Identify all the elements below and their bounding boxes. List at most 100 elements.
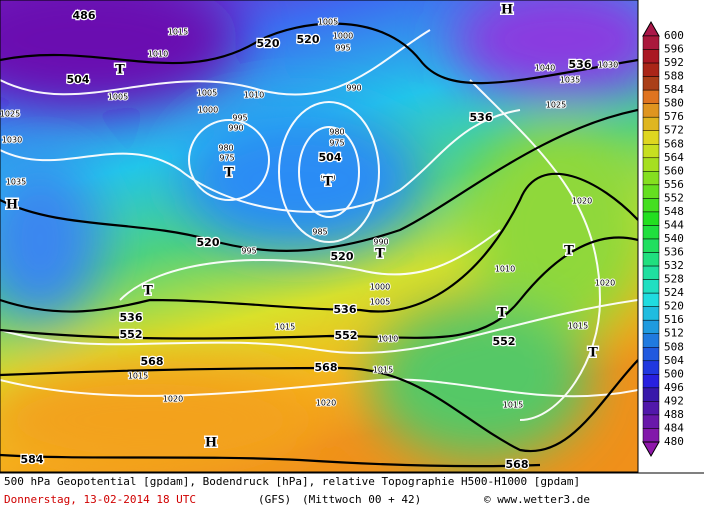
- pressure-isobar-label: 995: [241, 247, 256, 256]
- pressure-isobar-label: 1020: [572, 197, 592, 206]
- legend-label: 556: [664, 178, 684, 191]
- legend-label: 520: [664, 300, 684, 313]
- legend-swatch: [642, 89, 660, 104]
- legend-swatch: [642, 130, 660, 145]
- legend-label: 516: [664, 313, 684, 326]
- pressure-center-symbol: H: [6, 198, 18, 213]
- pressure-isobar-label: 975: [329, 139, 344, 148]
- legend-label: 524: [664, 286, 684, 299]
- legend-label: 596: [664, 43, 684, 56]
- pressure-isobar-label: 1020: [316, 399, 336, 408]
- height-contour-label: 520: [297, 33, 320, 46]
- legend-label: 600: [664, 29, 684, 42]
- legend-label: 512: [664, 327, 684, 340]
- pressure-isobar-label: 980: [218, 144, 233, 153]
- legend-swatch: [642, 49, 660, 64]
- legend-label: 572: [664, 124, 684, 137]
- legend-label: 536: [664, 246, 684, 259]
- pressure-isobar-label: 990: [228, 124, 243, 133]
- height-contour-label: 520: [257, 37, 280, 50]
- pressure-isobar-label: 980: [329, 128, 344, 137]
- legend-swatch: [642, 211, 660, 226]
- legend-swatch: [642, 319, 660, 334]
- pressure-center-symbol: T: [224, 166, 234, 181]
- pressure-center-symbol: H: [205, 436, 217, 451]
- legend-label: 588: [664, 70, 684, 83]
- height-contour-label: 584: [21, 453, 44, 466]
- pressure-isobar-label: 1005: [370, 298, 390, 307]
- height-contour-label: 536: [334, 303, 357, 316]
- pressure-center-symbol: T: [497, 306, 507, 321]
- height-contour-label: 486: [73, 9, 96, 22]
- legend-swatch: [642, 35, 660, 50]
- legend-label: 568: [664, 137, 684, 150]
- legend-swatch: [642, 171, 660, 186]
- pressure-center-symbol: H: [501, 3, 513, 18]
- pressure-center-symbol: T: [588, 346, 598, 361]
- pressure-center-symbol: T: [323, 175, 333, 190]
- pressure-isobar-label: 1040: [535, 64, 555, 73]
- pressure-isobar-label: 1010: [148, 50, 168, 59]
- legend-label: 488: [664, 408, 684, 421]
- footer-copyright: © www.wetter3.de: [484, 493, 590, 506]
- legend-arrow-top: [642, 20, 660, 37]
- height-contour-label: 536: [470, 111, 493, 124]
- pressure-isobar-label: 990: [373, 238, 388, 247]
- pressure-isobar-label: 995: [335, 44, 350, 53]
- legend-label: 528: [664, 273, 684, 286]
- legend-label: 560: [664, 164, 684, 177]
- pressure-isobar-label: 1010: [495, 265, 515, 274]
- legend-swatch: [642, 252, 660, 267]
- height-contour-label: 568: [506, 458, 529, 471]
- height-contour-label: 552: [493, 335, 516, 348]
- legend-label: 564: [664, 151, 684, 164]
- pressure-isobar-label: 1000: [333, 32, 353, 41]
- legend-label: 584: [664, 83, 684, 96]
- legend-swatch: [642, 306, 660, 321]
- pressure-isobar-label: 1035: [560, 76, 580, 85]
- footer-date: Donnerstag, 13-02-2014 18 UTC: [4, 493, 196, 506]
- pressure-center-symbol: T: [115, 63, 125, 78]
- legend-swatch: [642, 184, 660, 199]
- pressure-isobar-label: 1000: [370, 283, 390, 292]
- pressure-isobar-label: 990: [346, 84, 361, 93]
- pressure-isobar-label: 1010: [244, 91, 264, 100]
- pressure-isobar-label: 1030: [598, 61, 618, 70]
- legend-label: 496: [664, 381, 684, 394]
- legend-swatch: [642, 428, 660, 443]
- height-contour-label: 536: [569, 58, 592, 71]
- pressure-isobar-label: 1015: [128, 372, 148, 381]
- map-area: 486 504 520 520 536 536 504 520 520 536 552 536 552 5…: [0, 0, 638, 472]
- legend-swatch: [642, 374, 660, 389]
- pressure-isobar-label: 1015: [168, 28, 188, 37]
- legend-swatch: [642, 292, 660, 307]
- legend-swatch: [642, 76, 660, 91]
- legend-swatch: [642, 401, 660, 416]
- legend-swatch: [642, 116, 660, 131]
- pressure-isobar-label: 1005: [318, 18, 338, 27]
- legend-swatch: [642, 238, 660, 253]
- pressure-isobar-label: 1000: [198, 106, 218, 115]
- legend-label: 484: [664, 421, 684, 434]
- legend-label: 504: [664, 354, 684, 367]
- height-contour-label: 520: [197, 236, 220, 249]
- pressure-isobar-label: 1015: [503, 401, 523, 410]
- pressure-isobar-label: 1025: [0, 110, 20, 119]
- footer-description: 500 hPa Geopotential [gpdam], Bodendruck…: [4, 475, 580, 488]
- pressure-isobar-label: 1005: [108, 93, 128, 102]
- pressure-isobar-label: 1015: [275, 323, 295, 332]
- pressure-isobar-label: 995: [232, 114, 247, 123]
- pressure-isobar-label: 960: [320, 174, 335, 183]
- pressure-isobar-label: 1020: [163, 395, 183, 404]
- map-frame: [0, 0, 639, 473]
- pressure-center-symbol: T: [143, 284, 153, 299]
- height-contour-label: 504: [67, 73, 90, 86]
- legend-label: 580: [664, 97, 684, 110]
- footer-model: (GFS): [258, 493, 291, 506]
- pressure-isobar-label: 1015: [568, 322, 588, 331]
- pressure-isobar-label: 1010: [378, 335, 398, 344]
- height-contour-label: 552: [335, 329, 358, 342]
- height-contour-label: 568: [315, 361, 338, 374]
- legend-swatch: [642, 360, 660, 375]
- legend-swatch: [642, 157, 660, 172]
